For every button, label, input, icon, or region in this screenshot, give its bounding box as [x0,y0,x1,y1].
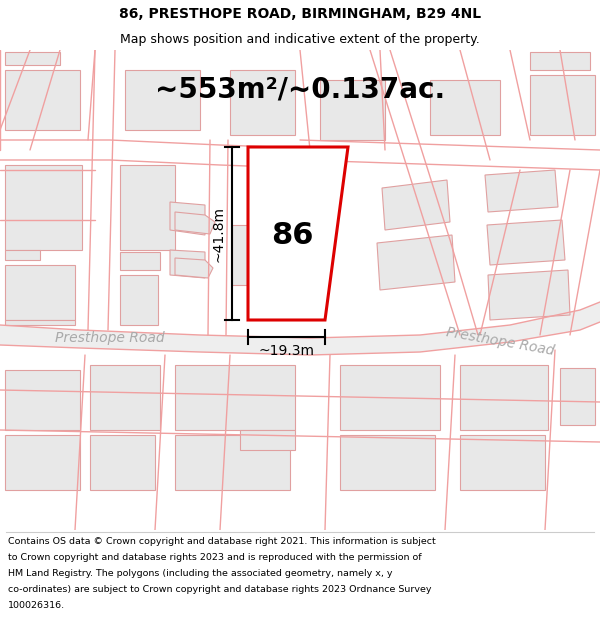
Text: 86, PRESTHOPE ROAD, BIRMINGHAM, B29 4NL: 86, PRESTHOPE ROAD, BIRMINGHAM, B29 4NL [119,7,481,21]
Polygon shape [175,435,290,490]
Text: 86: 86 [271,221,313,249]
Polygon shape [430,80,500,135]
Text: ~553m²/~0.137ac.: ~553m²/~0.137ac. [155,76,445,104]
Polygon shape [485,170,558,212]
Polygon shape [5,265,75,320]
Polygon shape [5,70,80,130]
Polygon shape [5,435,80,490]
Polygon shape [240,430,295,450]
Polygon shape [248,147,348,320]
Text: 100026316.: 100026316. [8,601,65,610]
Text: ~19.3m: ~19.3m [259,344,314,358]
Polygon shape [5,250,40,260]
Polygon shape [340,435,435,490]
Polygon shape [175,212,215,234]
Polygon shape [90,365,160,430]
Text: Contains OS data © Crown copyright and database right 2021. This information is : Contains OS data © Crown copyright and d… [8,537,436,546]
Text: to Crown copyright and database rights 2023 and is reproduced with the permissio: to Crown copyright and database rights 2… [8,553,422,562]
Polygon shape [488,270,570,320]
Polygon shape [90,435,155,490]
Text: Presthope Road: Presthope Road [445,326,555,358]
Polygon shape [120,165,175,250]
Polygon shape [560,368,595,425]
Polygon shape [5,165,82,250]
Text: co-ordinates) are subject to Crown copyright and database rights 2023 Ordnance S: co-ordinates) are subject to Crown copyr… [8,585,431,594]
Polygon shape [530,75,595,135]
Polygon shape [120,275,158,325]
Polygon shape [530,52,590,70]
Polygon shape [175,365,295,430]
Polygon shape [120,252,160,270]
Polygon shape [5,320,75,325]
Polygon shape [5,52,60,65]
Polygon shape [460,365,548,430]
Polygon shape [377,235,455,290]
Polygon shape [340,365,440,430]
Polygon shape [175,258,213,278]
Polygon shape [460,435,545,490]
Text: Presthope Road: Presthope Road [55,331,165,345]
Text: HM Land Registry. The polygons (including the associated geometry, namely x, y: HM Land Registry. The polygons (includin… [8,569,392,578]
Polygon shape [230,70,295,135]
Polygon shape [487,220,565,265]
Polygon shape [5,370,80,430]
Polygon shape [125,70,200,130]
Polygon shape [320,80,385,140]
Polygon shape [0,302,600,355]
Polygon shape [232,225,305,285]
Polygon shape [170,202,205,235]
Polygon shape [382,180,450,230]
Text: Map shows position and indicative extent of the property.: Map shows position and indicative extent… [120,32,480,46]
Polygon shape [170,250,205,278]
Text: ~41.8m: ~41.8m [211,206,225,261]
